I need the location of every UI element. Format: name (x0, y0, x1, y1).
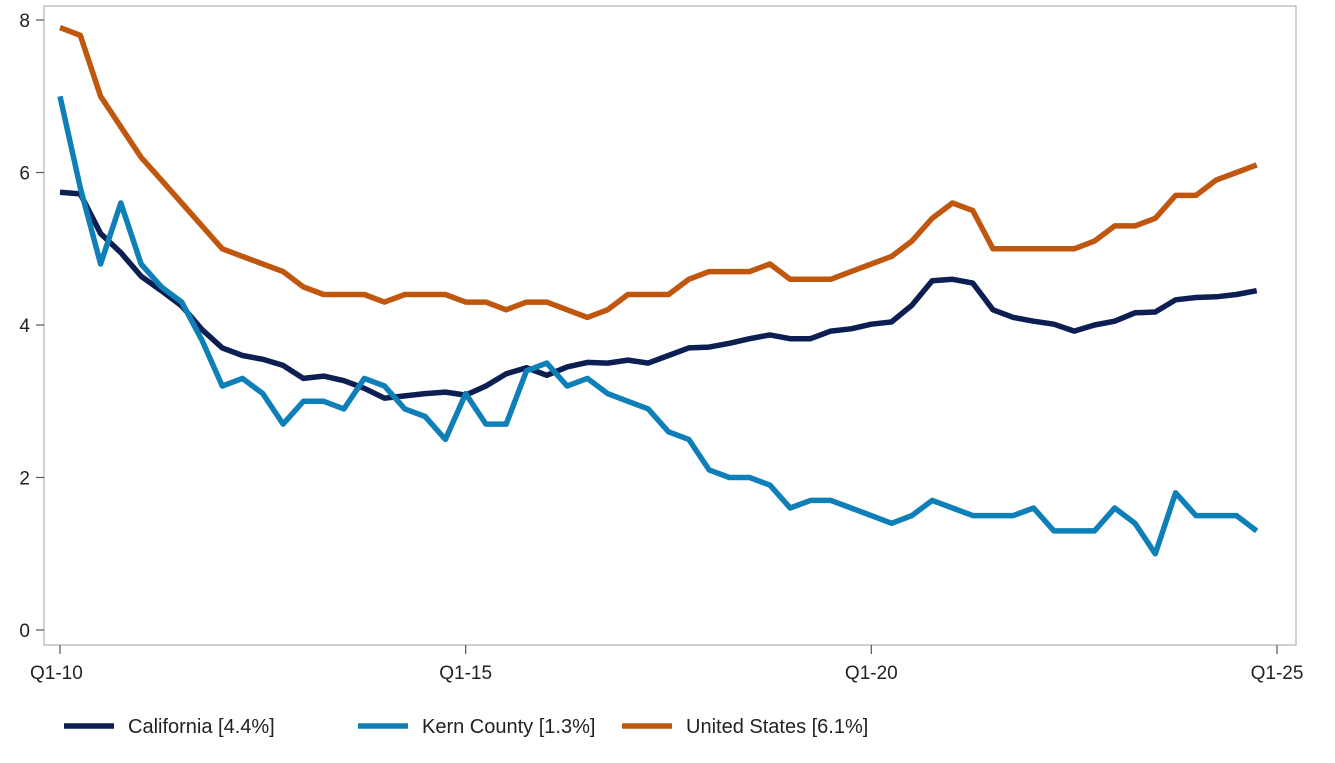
y-axis: 0 2 4 6 8 (19, 11, 44, 642)
legend: California [4.4%] Kern County [1.3%] Unite… (64, 716, 868, 738)
x-tick-label: Q1-10 (30, 663, 83, 684)
series-line-0 (59, 189, 1258, 401)
y-tick-label: 8 (19, 11, 30, 32)
y-tick-label: 4 (19, 316, 30, 337)
legend-label-1: Kern County [1.3%] (422, 716, 595, 738)
series-line-1 (57, 95, 1259, 557)
x-tick-label: Q1-20 (845, 663, 898, 684)
x-axis: Q1-10 Q1-15 Q1-20 Q1-25 (30, 645, 1303, 684)
x-tick-label: Q1-25 (1251, 663, 1304, 684)
legend-label-0: California [4.4%] (128, 716, 275, 738)
y-tick-label: 6 (19, 164, 30, 185)
legend-label-2: United States [6.1%] (686, 716, 868, 738)
y-tick-label: 0 (19, 621, 30, 642)
plot-area-frame (43, 5, 1297, 646)
x-tick-label: Q1-15 (439, 663, 492, 684)
series-layer (57, 25, 1259, 557)
y-tick-label: 2 (19, 469, 30, 490)
series-line-2 (59, 25, 1258, 321)
